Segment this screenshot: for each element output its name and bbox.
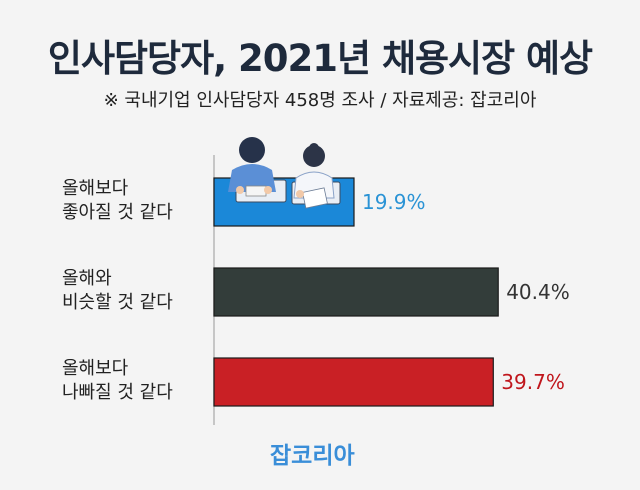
source-logo-text: 잡코리아 xyxy=(270,443,355,469)
bar-2 xyxy=(213,267,499,317)
value-label-2: 40.4% xyxy=(506,280,570,304)
category-label-1-line-1: 올해보다 xyxy=(62,178,129,199)
value-label-3: 39.7% xyxy=(501,370,565,394)
category-label-1-line-2: 좋아질 것 같다 xyxy=(62,202,173,223)
category-label-3-line-1: 올해보다 xyxy=(62,358,129,379)
office-workers-illustration xyxy=(228,137,341,209)
category-label-2-line-1: 올해와 xyxy=(62,268,112,289)
category-label-2-line-2: 비슷할 것 같다 xyxy=(62,292,173,313)
chart-subtitle: ※ 국내기업 인사담당자 458명 조사 / 자료제공: 잡코리아 xyxy=(103,90,537,111)
chart-title: 인사담당자, 2021년 채용시장 예상 xyxy=(47,37,593,80)
category-label-3-line-2: 나빠질 것 같다 xyxy=(62,382,173,403)
bar-3 xyxy=(213,357,494,407)
value-label-1: 19.9% xyxy=(362,190,426,214)
